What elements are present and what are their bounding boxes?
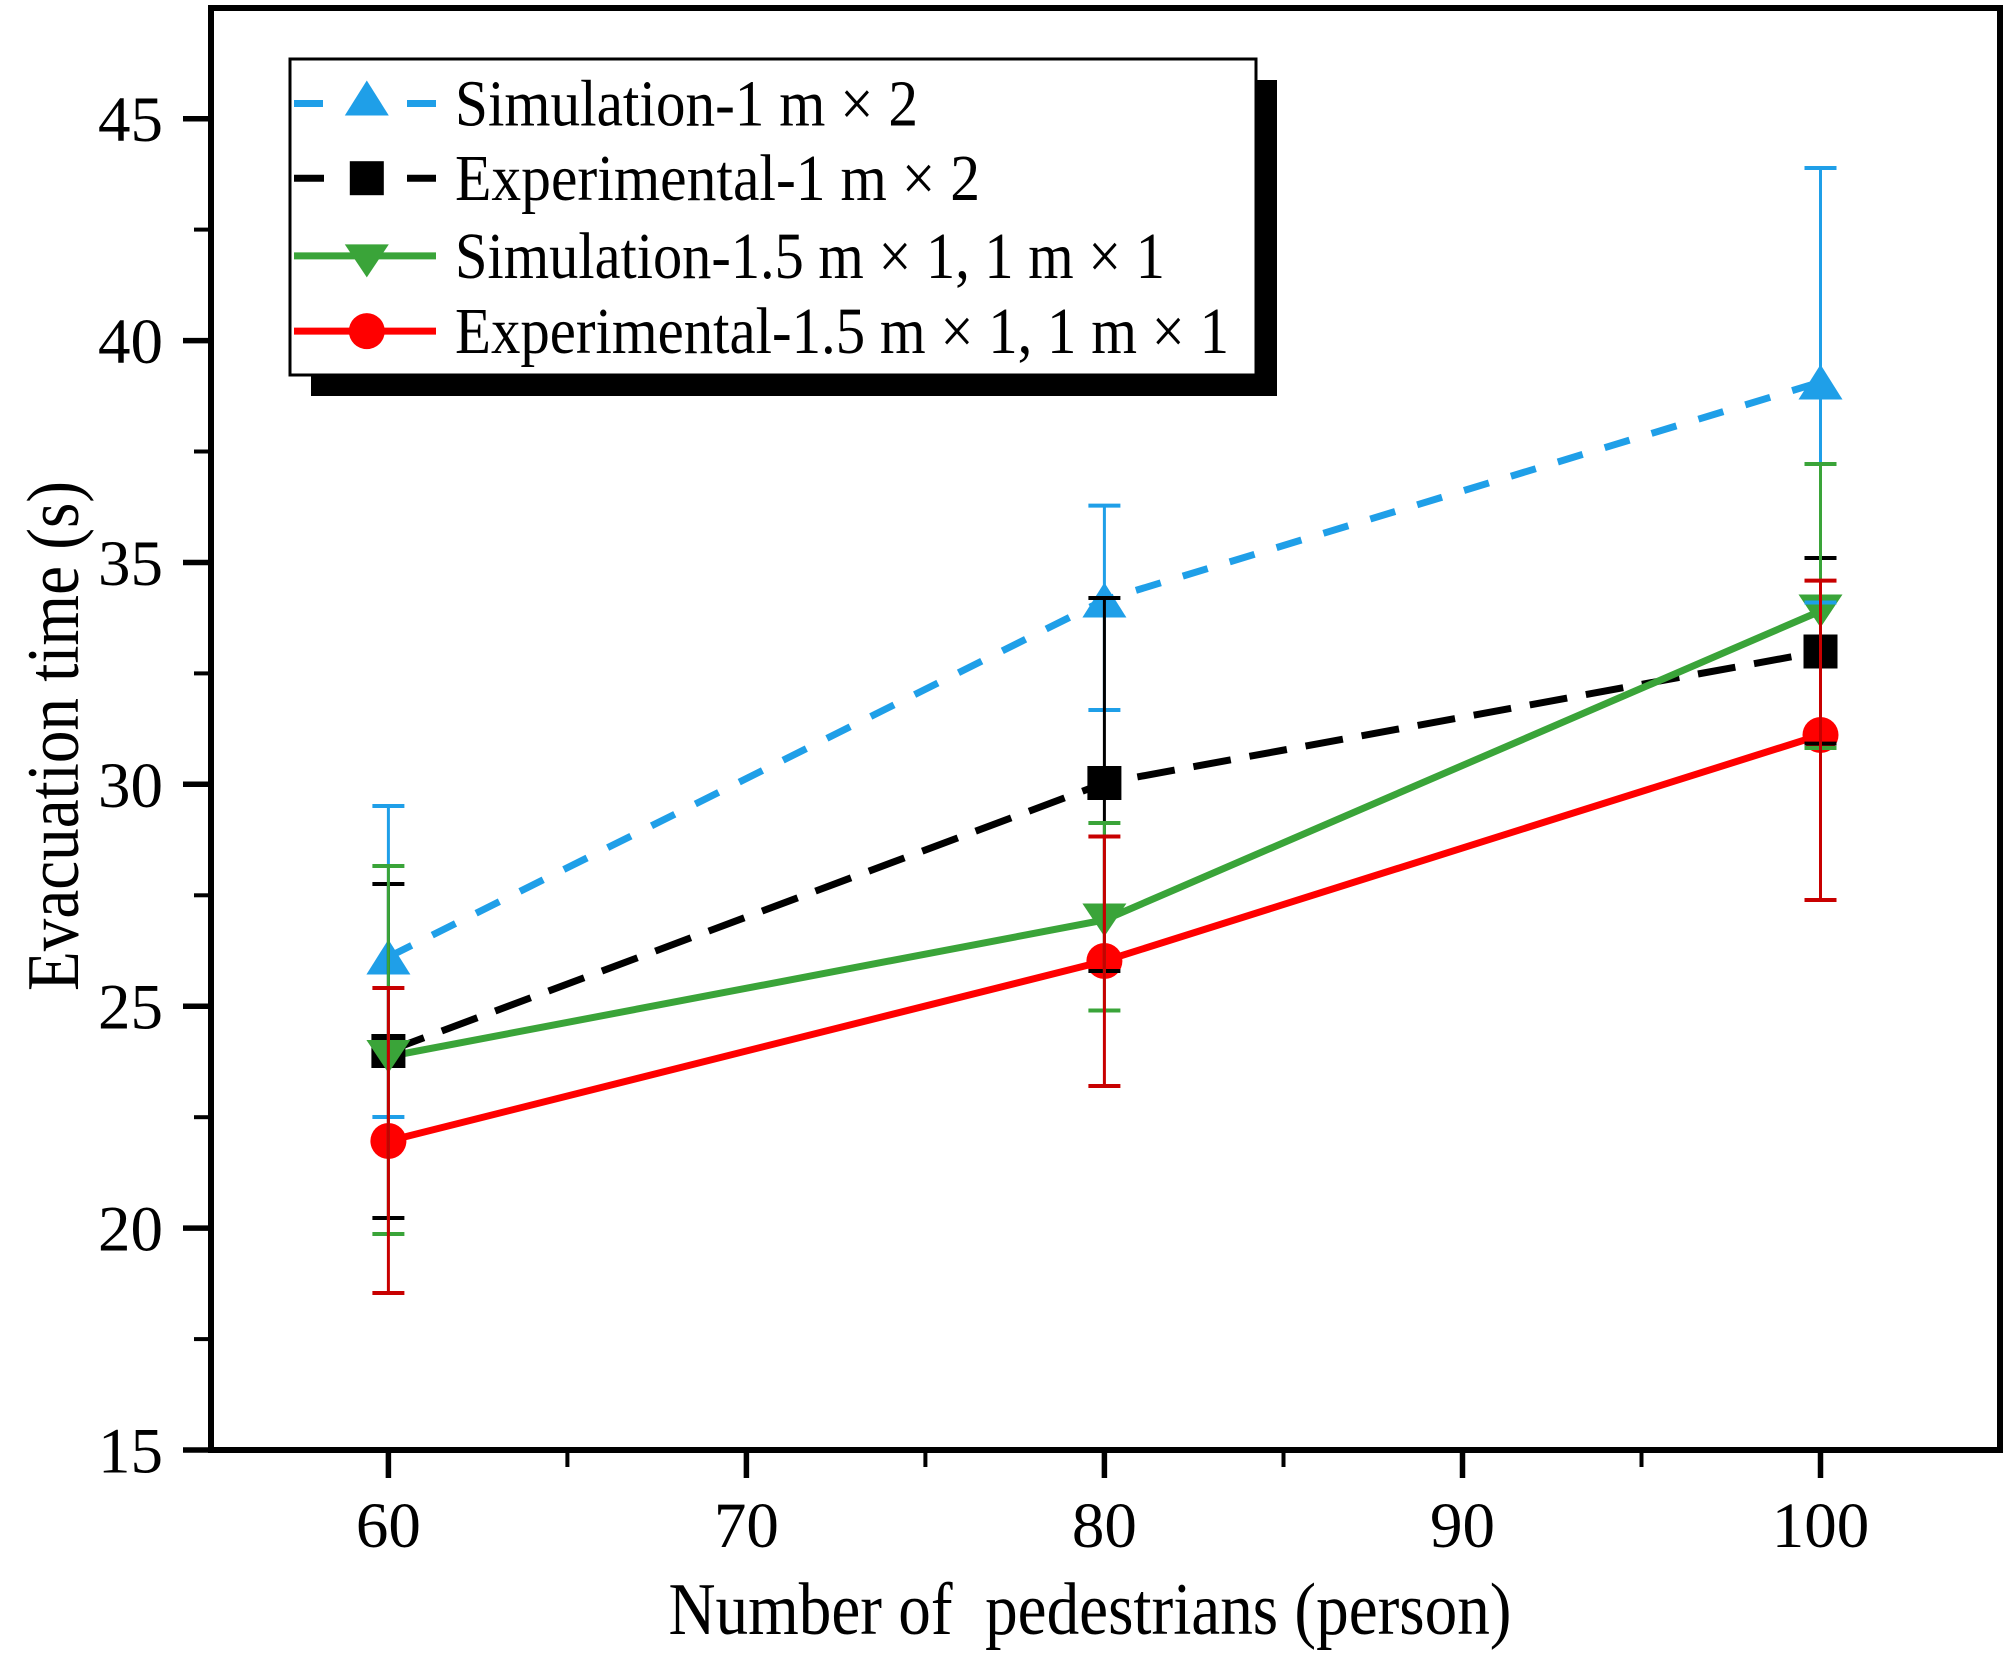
svg-text:45: 45 <box>98 84 163 156</box>
svg-text:Simulation-1.5 m × 1, 1 m × 1: Simulation-1.5 m × 1, 1 m × 1 <box>455 220 1165 293</box>
svg-text:80: 80 <box>1072 1490 1137 1562</box>
svg-text:15: 15 <box>98 1416 163 1488</box>
svg-text:20: 20 <box>98 1194 163 1266</box>
svg-text:100: 100 <box>1772 1490 1870 1562</box>
svg-text:Evacuation time (s): Evacuation time (s) <box>13 481 95 991</box>
svg-text:90: 90 <box>1430 1490 1495 1562</box>
svg-text:Experimental-1 m × 2: Experimental-1 m × 2 <box>455 142 980 215</box>
svg-text:Simulation-1 m × 2: Simulation-1 m × 2 <box>455 68 918 141</box>
svg-text:Experimental-1.5 m × 1, 1 m ×: Experimental-1.5 m × 1, 1 m × 1 <box>455 295 1229 368</box>
svg-text:40: 40 <box>98 306 163 378</box>
svg-text:35: 35 <box>98 528 163 600</box>
svg-text:70: 70 <box>714 1490 779 1562</box>
svg-text:60: 60 <box>356 1490 421 1562</box>
svg-text:30: 30 <box>98 750 163 822</box>
svg-text:Number of pedestrians (person: Number of pedestrians (person) <box>669 1569 1512 1651</box>
svg-text:25: 25 <box>98 972 163 1044</box>
